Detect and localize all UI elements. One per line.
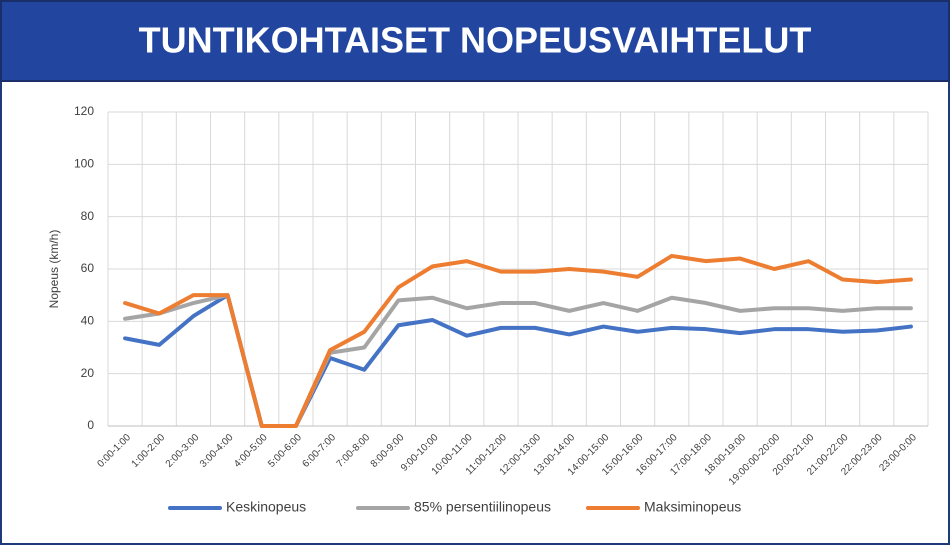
title-banner xyxy=(0,0,950,82)
y-tick-label: 120 xyxy=(74,104,94,118)
y-tick-label: 20 xyxy=(81,366,95,380)
y-tick-label: 40 xyxy=(81,314,95,328)
legend-label: Keskinopeus xyxy=(226,499,306,515)
chart-title: TUNTIKOHTAISET NOPEUSVAIHTELUT xyxy=(139,20,812,61)
legend-label: 85% persentiilinopeus xyxy=(414,499,551,515)
y-tick-label: 80 xyxy=(81,209,95,223)
y-tick-label: 60 xyxy=(81,261,95,275)
legend-label: Maksiminopeus xyxy=(644,499,741,515)
y-tick-label: 0 xyxy=(87,418,94,432)
y-tick-label: 100 xyxy=(74,157,94,171)
y-axis-label: Nopeus (km/h) xyxy=(47,230,61,309)
series-line xyxy=(123,253,913,428)
